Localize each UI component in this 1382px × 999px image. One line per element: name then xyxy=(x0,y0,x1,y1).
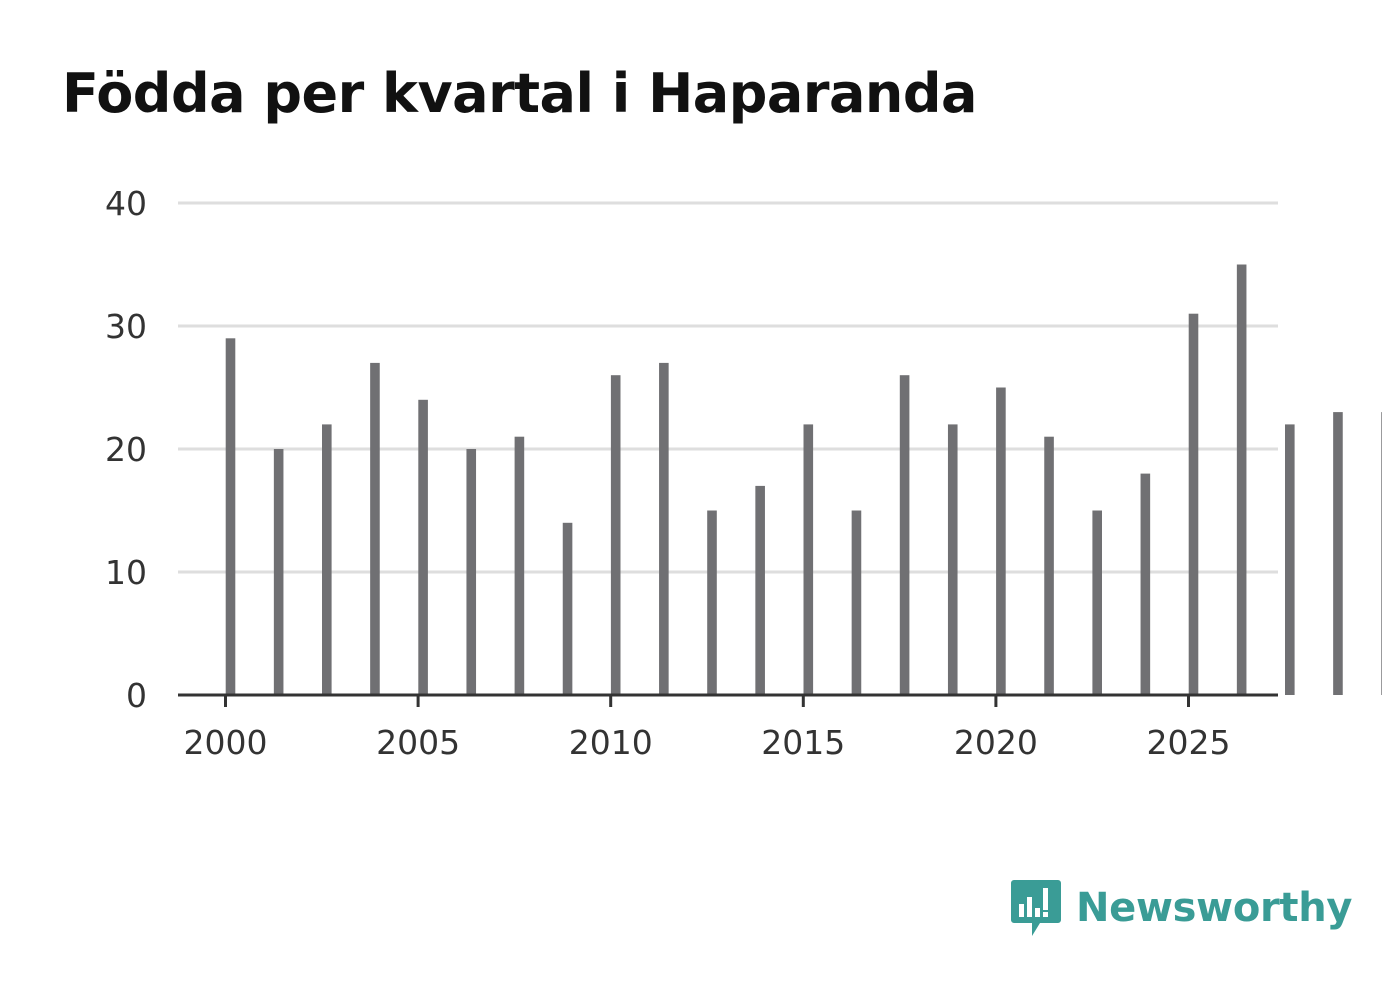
x-tick-label: 2020 xyxy=(954,723,1038,762)
y-tick-label: 0 xyxy=(126,676,147,715)
bar xyxy=(1092,510,1102,695)
bar xyxy=(514,436,525,695)
bar xyxy=(1044,436,1054,695)
bar xyxy=(610,375,621,695)
brand-name: Newsworthy xyxy=(1076,885,1353,931)
bar xyxy=(947,424,958,695)
gridlines xyxy=(178,201,1278,574)
y-tick-label: 10 xyxy=(105,553,147,592)
bar xyxy=(1188,313,1199,695)
bar xyxy=(225,338,236,695)
bars xyxy=(225,264,1382,695)
x-tick-label: 2005 xyxy=(376,723,460,762)
bar xyxy=(322,424,332,695)
y-axis-labels: 0 10 20 30 40 xyxy=(105,184,147,715)
x-tick-label: 2025 xyxy=(1147,723,1231,762)
bar xyxy=(659,362,669,695)
bar xyxy=(1333,412,1343,695)
bar xyxy=(899,375,910,695)
y-tick-label: 30 xyxy=(105,307,147,346)
newsworthy-logo[interactable]: Newsworthy xyxy=(1010,878,1353,938)
bar xyxy=(466,449,477,695)
bar xyxy=(851,510,862,695)
bar xyxy=(755,485,765,695)
chart-title: Födda per kvartal i Haparanda xyxy=(62,62,977,125)
bar xyxy=(562,522,573,695)
x-tick-label: 2000 xyxy=(184,723,268,762)
newsworthy-logo-icon xyxy=(1011,880,1061,936)
bar xyxy=(1285,424,1295,695)
y-tick-label: 40 xyxy=(105,184,147,223)
bar xyxy=(370,362,380,695)
bar xyxy=(418,399,428,695)
bar xyxy=(803,424,814,695)
bar xyxy=(273,449,284,695)
x-tick-label: 2010 xyxy=(569,723,653,762)
bar xyxy=(1236,264,1247,695)
x-axis-ticks: 2000 2005 2010 2015 2020 2025 xyxy=(184,695,1231,762)
y-tick-label: 20 xyxy=(105,430,147,469)
bar xyxy=(707,510,717,695)
bar xyxy=(996,387,1006,695)
x-tick-label: 2015 xyxy=(761,723,845,762)
bar xyxy=(1140,473,1151,695)
